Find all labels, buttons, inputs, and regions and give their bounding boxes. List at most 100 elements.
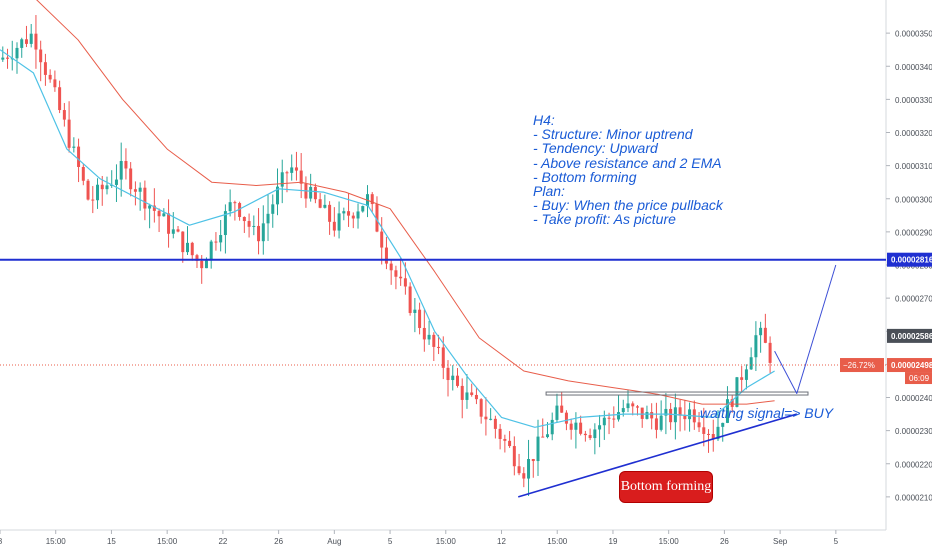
resistance-price-tag: 0.00002816: [891, 256, 932, 265]
candle-body: [583, 433, 587, 436]
candle-body: [683, 415, 687, 420]
candle-body: [20, 39, 24, 48]
candle-body: [309, 186, 313, 199]
candle-body: [294, 167, 298, 171]
candle-body: [15, 47, 19, 59]
candle-body: [91, 199, 95, 201]
candle-body: [555, 405, 559, 420]
note-line: - Take profit: As picture: [533, 211, 676, 228]
note-line: - Bottom forming: [533, 168, 637, 185]
ema-slow-line: [36, 0, 775, 405]
pct-tag: −26.72%: [843, 361, 875, 370]
timer-bg: [905, 372, 932, 385]
candle-body: [148, 205, 152, 209]
candle-body: [351, 215, 355, 219]
candle-body: [223, 211, 227, 236]
candle-body: [276, 186, 280, 205]
candle-body: [129, 168, 133, 190]
candle-body: [247, 221, 251, 227]
candle-body: [465, 392, 469, 400]
candle-body: [100, 184, 104, 190]
candle-body: [242, 216, 246, 222]
bottom-forming-callout[interactable]: Bottom forming: [620, 472, 712, 502]
candle-body: [72, 146, 76, 148]
candle-body: [167, 213, 171, 234]
candle-body: [460, 385, 464, 400]
candle-body: [493, 418, 497, 429]
candle-body: [318, 199, 322, 208]
candle-body: [313, 186, 317, 200]
candle-body: [602, 417, 606, 426]
candle-body: [768, 342, 772, 363]
candle-body: [105, 185, 109, 190]
support-zone: [545, 391, 809, 396]
candle-body: [380, 231, 384, 248]
candle-body: [24, 39, 28, 44]
note-line: - Tendency: Upward: [533, 140, 658, 157]
x-tick-label: 12: [497, 537, 506, 546]
candle-body: [579, 422, 583, 434]
candle-body: [574, 422, 578, 430]
x-tick-label: Aug: [327, 537, 341, 546]
candle-body: [688, 409, 692, 420]
bottom-trendline: [517, 413, 798, 498]
candle-body: [342, 211, 346, 214]
candle-body: [299, 170, 303, 184]
candle-body: [186, 242, 190, 253]
candle-body: [437, 346, 441, 348]
candle-body: [58, 87, 62, 111]
candle-body: [564, 412, 568, 424]
candle-body: [669, 408, 673, 423]
candle-body: [261, 223, 265, 242]
candle-body: [6, 57, 10, 59]
candle-body: [522, 473, 526, 479]
candle-body: [740, 377, 744, 380]
candle-body: [252, 225, 256, 227]
candle-body: [195, 255, 199, 261]
candle-body: [631, 403, 635, 407]
x-tick-label: Sep: [773, 537, 788, 546]
candle-body: [214, 241, 218, 243]
candle-body: [418, 309, 422, 328]
candle-body: [209, 241, 213, 261]
pct-tag-bg: [840, 358, 884, 373]
note-line: H4:: [533, 112, 555, 128]
candle-body: [749, 357, 753, 370]
candle-body: [560, 405, 564, 413]
candle-body: [138, 187, 142, 192]
candle-body: [711, 434, 715, 440]
candle-body: [441, 347, 445, 368]
current-price-tag-bg: [887, 358, 932, 373]
candle-body: [399, 276, 403, 279]
candle-body: [48, 74, 52, 80]
x-tick-label: 15:00: [659, 537, 680, 546]
candle-body: [114, 179, 118, 185]
candle-body: [34, 33, 38, 50]
x-tick-label: 8: [0, 537, 3, 546]
candle-body: [730, 399, 734, 407]
candle-body: [124, 161, 128, 169]
candle-body: [678, 407, 682, 416]
candle-body: [238, 203, 242, 217]
candle-body: [233, 202, 237, 204]
candle-body: [62, 110, 66, 120]
ema-fast-line: [0, 49, 775, 428]
candle-body: [81, 166, 85, 181]
analysis-note: H4: - Structure: Minor uptrend - Tendency:…: [533, 113, 723, 227]
x-tick-label: 26: [274, 537, 283, 546]
x-tick-label: 19: [609, 537, 618, 546]
candle-body: [744, 369, 748, 380]
x-tick-label: 15:00: [46, 537, 67, 546]
resistance-price-tag-bg: [887, 252, 932, 267]
x-tick-label: 22: [218, 537, 227, 546]
candle-body: [29, 33, 33, 44]
candle-body: [347, 211, 351, 216]
candle-body: [446, 367, 450, 381]
candle-body: [143, 187, 147, 209]
x-tick-label: 15:00: [547, 537, 568, 546]
